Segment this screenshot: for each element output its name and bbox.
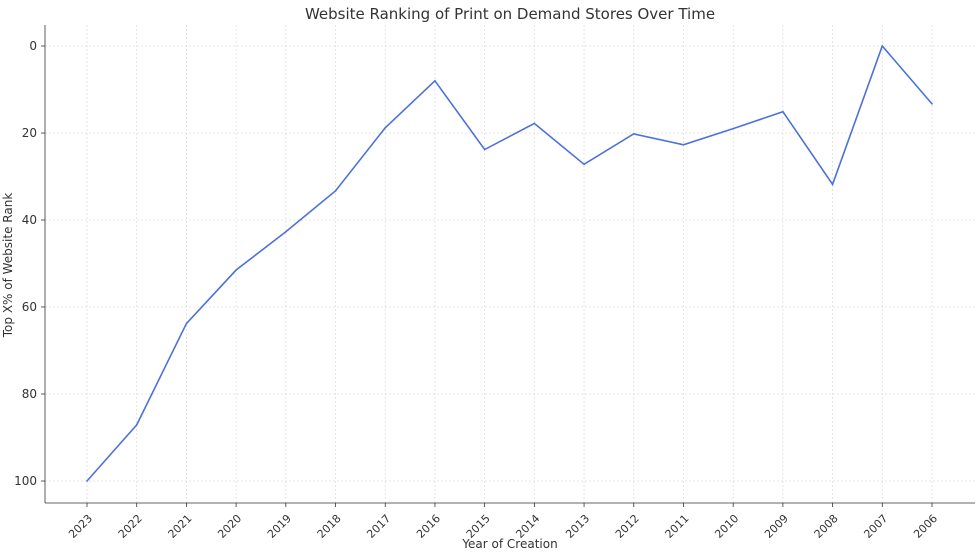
x-tick-label: 2011 [663, 512, 692, 541]
data-point [782, 110, 784, 113]
data-point [86, 480, 88, 482]
chart-title: Website Ranking of Print on Demand Store… [305, 5, 715, 23]
data-point [483, 148, 486, 151]
data-point [285, 230, 287, 233]
y-tick-label: 0 [29, 39, 37, 53]
data-point [931, 103, 933, 105]
y-tick-label: 40 [22, 213, 37, 227]
x-tick-label: 2010 [712, 512, 741, 541]
x-tick-label: 2013 [563, 512, 592, 541]
data-point [732, 127, 734, 130]
x-tick-label: 2021 [166, 512, 195, 541]
data-point [384, 126, 387, 129]
data-point [434, 80, 436, 82]
data-point [682, 143, 685, 146]
x-tick-label: 2009 [762, 512, 791, 541]
y-tick-label: 60 [22, 300, 37, 314]
data-point [881, 45, 884, 47]
x-tick-label: 2022 [116, 512, 145, 541]
y-axis-label: Top X% of Website Rank [1, 193, 15, 339]
x-axis-label: Year of Creation [461, 537, 557, 551]
data-point [831, 183, 834, 186]
data-point [185, 322, 188, 325]
series-line [86, 44, 933, 482]
x-tick-label: 2023 [66, 512, 95, 541]
data-point [632, 133, 635, 135]
x-tick-label: 2017 [364, 512, 393, 541]
x-tick-label: 2012 [613, 512, 642, 541]
x-tick-label: 2007 [861, 512, 890, 541]
x-tick-label: 2008 [812, 512, 841, 541]
x-tick-label: 2006 [911, 512, 940, 541]
y-tick-label: 20 [22, 126, 37, 140]
data-point [533, 122, 536, 125]
y-tick-label: 80 [22, 387, 37, 401]
x-tick-label: 2016 [414, 512, 443, 541]
data-point [334, 190, 337, 192]
x-tick-label: 2018 [315, 512, 344, 541]
data-point [235, 269, 237, 271]
data-point [135, 424, 138, 426]
data-point [583, 163, 585, 166]
x-tick-label: 2020 [215, 512, 244, 541]
x-tick-label: 2019 [265, 512, 294, 541]
y-tick-label: 100 [14, 474, 37, 488]
